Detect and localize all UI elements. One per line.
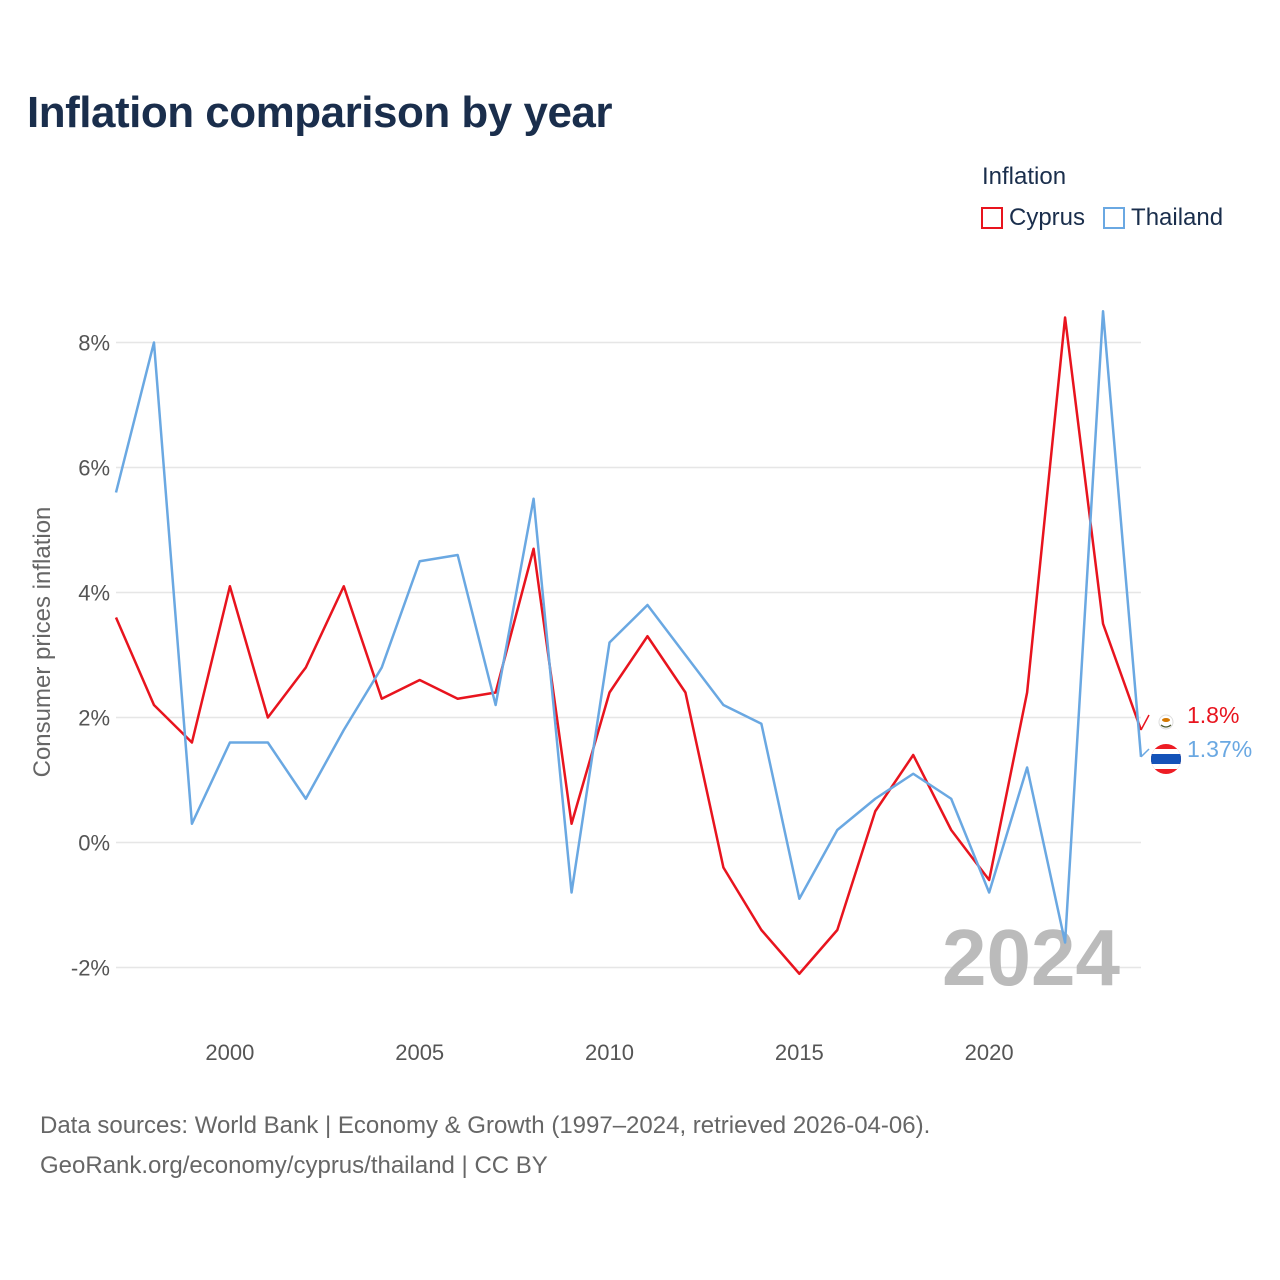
end-label-cyprus: 1.8% — [1187, 702, 1239, 728]
source-line-2[interactable]: GeoRank.org/economy/cyprus/thailand | CC… — [40, 1152, 548, 1179]
y-tick-label: 0% — [78, 831, 110, 856]
legend-swatch-thailand — [1103, 207, 1126, 229]
y-axis-ticks: -2% 0% 2% 4% 6% 8% — [71, 331, 110, 981]
series-line-thailand[interactable] — [114, 310, 1143, 944]
current-year-watermark: 2024 — [942, 913, 1120, 1002]
legend-title: Inflation — [982, 163, 1067, 190]
x-tick-label: 2010 — [585, 1040, 634, 1065]
series-end-markers: 1.8% 1.37% — [1140, 702, 1252, 774]
x-tick-label: 2005 — [395, 1040, 444, 1065]
x-tick-label: 2020 — [965, 1040, 1014, 1065]
line-chart: -2% 0% 2% 4% 6% 8% 2000 2005 2010 2015 2020 Consu… — [29, 310, 1252, 1065]
legend-swatch-cyprus — [981, 207, 1003, 229]
legend: Cyprus Thailand — [981, 204, 1223, 232]
source-line-1: Data sources: World Bank | Economy & Gro… — [40, 1112, 931, 1139]
legend-item-cyprus[interactable]: Cyprus — [981, 204, 1085, 232]
end-connector-cyprus — [1140, 714, 1150, 731]
series-lines — [114, 310, 1143, 975]
x-tick-label: 2000 — [205, 1040, 254, 1065]
chart-title: Inflation comparison by year — [27, 88, 613, 137]
x-tick-label: 2015 — [775, 1040, 824, 1065]
y-tick-label: -2% — [71, 956, 110, 981]
grid-lines — [116, 341, 1141, 969]
legend-label-cyprus: Cyprus — [1009, 204, 1086, 231]
y-axis-label: Consumer prices inflation — [29, 507, 56, 778]
y-tick-label: 8% — [78, 331, 110, 356]
series-line-cyprus[interactable] — [114, 316, 1143, 975]
data-source-note: Data sources: World Bank | Economy & Gro… — [40, 1106, 930, 1186]
cyprus-flag-icon — [1158, 714, 1174, 730]
end-label-thailand: 1.37% — [1187, 736, 1252, 762]
x-axis-ticks: 2000 2005 2010 2015 2020 — [205, 1040, 1013, 1065]
y-tick-label: 2% — [78, 706, 110, 731]
thailand-flag-icon — [1151, 744, 1181, 774]
y-tick-label: 4% — [78, 581, 110, 606]
legend-item-thailand[interactable]: Thailand — [1103, 204, 1223, 232]
y-tick-label: 6% — [78, 456, 110, 481]
legend-label-thailand: Thailand — [1131, 204, 1224, 231]
end-connector-thailand — [1140, 748, 1150, 758]
